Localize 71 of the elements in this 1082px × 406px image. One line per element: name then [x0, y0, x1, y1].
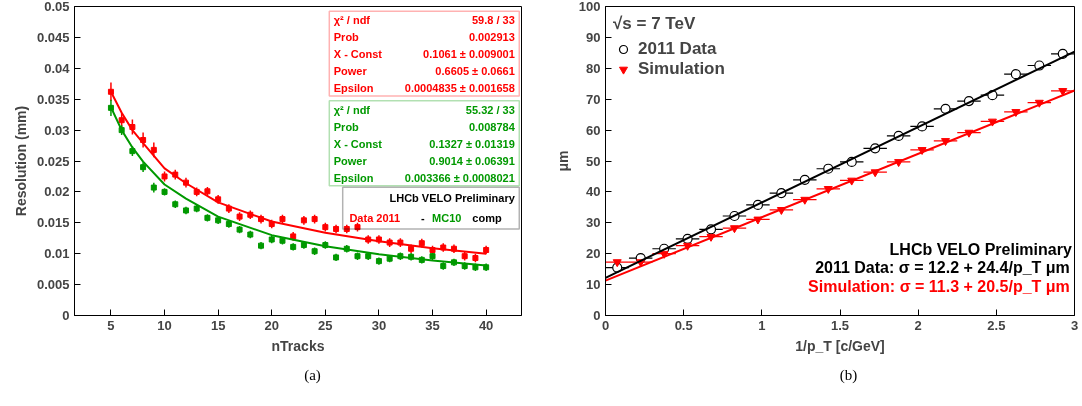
x-tick-label: 35 — [425, 317, 440, 333]
annotation: - — [420, 212, 425, 225]
y-tick-label: 60 — [586, 122, 601, 138]
y-tick-label: 80 — [586, 60, 601, 76]
x-tick-label: 25 — [318, 317, 333, 333]
annotation: Prob — [333, 121, 360, 134]
annotation: LHCb VELO Preliminary — [889, 240, 1072, 258]
annotation: 0.6605 ± 0.0661 — [435, 65, 515, 78]
x-tick-label: 30 — [371, 317, 387, 333]
annotation: comp — [472, 212, 502, 225]
annotation: MC10 — [432, 212, 462, 225]
x-tick-label: 20 — [264, 317, 279, 333]
annotation: 0.008784 — [468, 121, 516, 134]
legend-label: Simulation — [638, 59, 725, 79]
x-tick-label: 2 — [914, 317, 922, 333]
text: (a) — [304, 366, 321, 385]
annotation: X - Const — [333, 138, 383, 151]
x-axis-title: 1/p_T [c/GeV] — [795, 337, 885, 354]
y-tick-label: 40 — [586, 184, 601, 200]
y-tick-label: 10 — [586, 277, 601, 293]
annotation: Power — [333, 65, 368, 78]
annotation: X - Const — [333, 48, 383, 61]
annotation: 0.003366 ± 0.0008021 — [404, 171, 515, 184]
y-tick-label: 20 — [586, 246, 601, 262]
y-tick-label: 90 — [586, 29, 601, 45]
x-tick-label: 1.5 — [830, 317, 850, 333]
x-tick-label: 1 — [758, 317, 766, 333]
y-tick-label: 50 — [586, 153, 601, 169]
annotation: 2011 Data: σ = 12.2 + 24.4/p_T μm — [815, 259, 1070, 277]
x-tick-label: 3 — [1070, 317, 1079, 333]
x-tick-label: 2.5 — [987, 317, 1006, 333]
annotation: 59.8 / 33 — [471, 14, 515, 27]
y-tick-label: 0.05 — [44, 0, 70, 14]
annotation: χ² / ndf — [333, 104, 371, 117]
legend-label: 2011 Data — [638, 39, 717, 59]
annotation: 0.0004835 ± 0.001658 — [404, 82, 515, 95]
annotation: Epsilon — [333, 82, 374, 95]
annotation: Data 2011 — [349, 212, 401, 225]
y-tick-label: 0.04 — [44, 60, 71, 76]
y-axis-title: Resolution (mm) — [12, 105, 29, 217]
y-tick-label: 0.02 — [44, 184, 70, 200]
x-tick-label: 5 — [107, 317, 115, 333]
annotation: Prob — [333, 31, 360, 44]
y-tick-label: 0.035 — [36, 91, 70, 107]
x-tick-label: 40 — [478, 317, 494, 333]
annotation: 0.002913 — [468, 31, 515, 44]
annotation: Power — [333, 155, 368, 167]
annotation: 0.9014 ± 0.06391 — [429, 155, 515, 167]
y-tick-label: 0.015 — [36, 215, 70, 231]
y-tick-label: 0.005 — [36, 277, 70, 293]
annotation: Epsilon — [333, 171, 374, 184]
x-axis-title: nTracks — [271, 337, 325, 354]
y-tick-label: 100 — [578, 0, 601, 14]
annotation: 0.1327 ± 0.01319 — [429, 138, 515, 151]
y-tick-label: 0.025 — [36, 153, 70, 169]
y-tick-label: 0.03 — [44, 122, 70, 138]
text: (b) — [839, 366, 858, 385]
x-tick-label: 0.5 — [674, 317, 693, 333]
annotation: LHCb VELO Preliminary — [389, 192, 516, 205]
y-tick-label: 0.01 — [44, 246, 70, 262]
x-tick-label: 10 — [157, 317, 172, 333]
annotation: 0.1061 ± 0.009001 — [423, 48, 515, 61]
legend-title: √s = 7 TeV — [613, 14, 697, 34]
annotation: 55.32 / 33 — [465, 104, 515, 117]
y-tick-label: 0.045 — [36, 29, 70, 45]
y-tick-label: 30 — [586, 215, 601, 231]
x-tick-label: 15 — [210, 317, 226, 333]
y-axis-title: μm — [554, 150, 571, 172]
y-tick-label: 70 — [586, 91, 601, 107]
annotation: χ² / ndf — [333, 14, 371, 27]
annotation: Simulation: σ = 11.3 + 20.5/p_T μm — [808, 277, 1070, 295]
